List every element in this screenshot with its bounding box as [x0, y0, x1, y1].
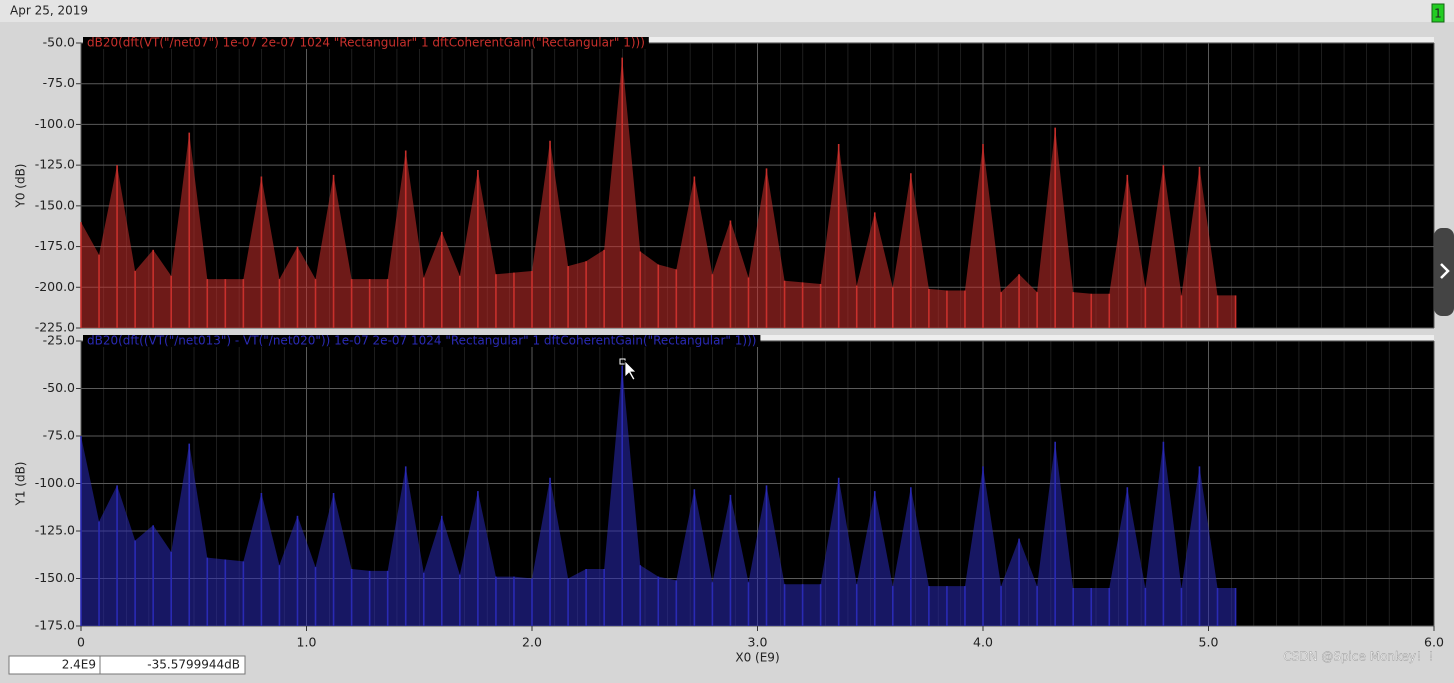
- plots: -50.0 -75.0 -100.0 -125.0 -150.0 -175.0 -200.0…: [14, 35, 1444, 665]
- y-tick-label: -50.0: [43, 35, 75, 50]
- y-tick-label: -175.0: [35, 238, 75, 253]
- y-tick-label: -225.0: [35, 320, 75, 335]
- y-axis-label: Y1 (dB): [14, 462, 28, 507]
- x-axis-label: X0 (E9): [735, 651, 779, 665]
- y-tick-label: -150.0: [35, 197, 75, 212]
- y-tick-label: -100.0: [35, 475, 75, 490]
- trace-label: dB20(dft((VT("/net013") - VT("/net020"))…: [87, 334, 756, 348]
- x-tick-label: 2.0: [522, 635, 542, 650]
- side-tab[interactable]: [1434, 228, 1454, 316]
- title-bar: [0, 0, 1454, 22]
- trace-label-bg: [83, 335, 761, 347]
- y-tick-label: -150.0: [35, 570, 75, 585]
- watermark: CSDN @Spice Monkey！！: [1283, 650, 1440, 664]
- cursor-y: -35.5799944dB: [147, 658, 240, 672]
- x-tick-label: 0: [77, 635, 85, 650]
- y-tick-label: -25.0: [43, 333, 75, 348]
- trace-label-strip: [760, 335, 1434, 340]
- y-tick-label: -200.0: [35, 279, 75, 294]
- y-tick-label: -125.0: [35, 157, 75, 172]
- y-tick-label: -100.0: [35, 116, 75, 131]
- cursor-marker: [619, 358, 637, 381]
- y-tick-label: -50.0: [43, 380, 75, 395]
- cursor-y-field[interactable]: [99, 655, 246, 675]
- x-tick-label: 6.0: [1424, 635, 1444, 650]
- y-tick-label: -175.0: [35, 618, 75, 633]
- trace-label-strip: [648, 37, 1434, 42]
- cursor-x: 2.4E9: [62, 658, 96, 672]
- y-tick-label: -75.0: [43, 428, 75, 443]
- date: Apr 25, 2019: [10, 4, 88, 18]
- trace-label: dB20(dft(VT("/net07") 1e-07 2e-07 1024 "…: [87, 36, 645, 50]
- x-tick-label: 3.0: [748, 635, 768, 650]
- side-tab-arrow: [1440, 263, 1450, 279]
- x-tick-label: 4.0: [973, 635, 993, 650]
- x-tick-label: 1.0: [297, 635, 317, 650]
- x-tick-label: 5.0: [1199, 635, 1219, 650]
- badge-text: 1: [1434, 7, 1442, 21]
- spectrum-area: [81, 365, 1236, 626]
- badge: [1431, 3, 1445, 23]
- y-tick-label: -75.0: [43, 75, 75, 90]
- y-axis-label: Y0 (dB): [14, 164, 28, 209]
- trace-label-bg: [83, 37, 649, 49]
- y-tick-label: -125.0: [35, 523, 75, 538]
